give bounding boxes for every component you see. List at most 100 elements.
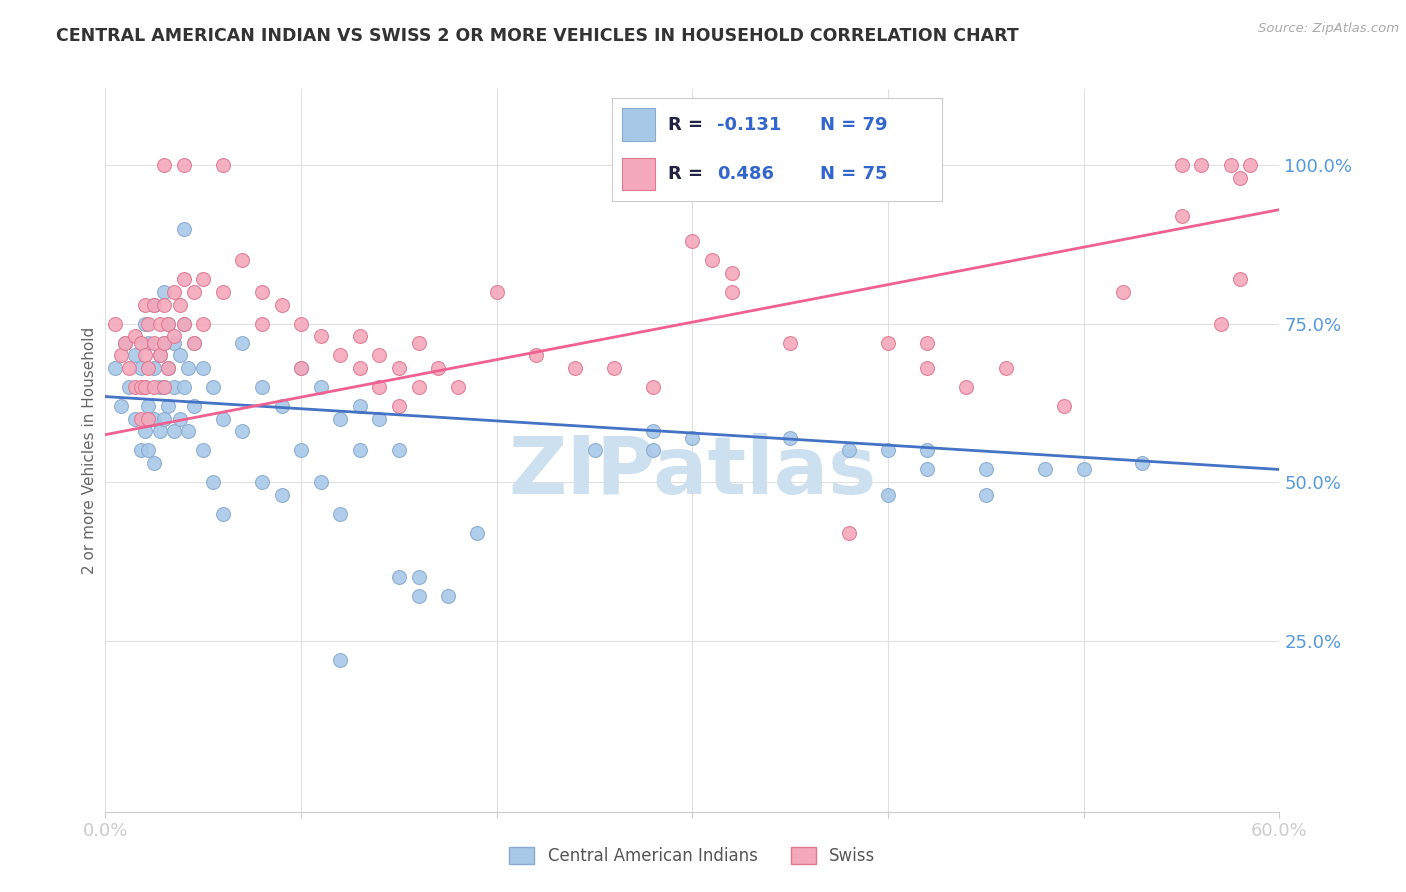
Point — [104, 361, 127, 376]
Point — [153, 298, 176, 312]
Point — [138, 335, 160, 350]
Point — [134, 380, 156, 394]
Point — [329, 348, 352, 362]
Point — [118, 361, 141, 376]
Point — [183, 335, 205, 350]
Point — [779, 335, 801, 350]
Point — [1132, 456, 1154, 470]
Point — [309, 329, 332, 343]
Point — [270, 399, 292, 413]
Point — [1189, 158, 1212, 172]
Point — [250, 475, 273, 490]
Point — [129, 335, 152, 350]
Point — [349, 329, 371, 343]
Point — [149, 348, 172, 362]
Point — [250, 285, 273, 299]
Point — [124, 411, 146, 425]
Point — [290, 443, 312, 458]
Point — [955, 380, 977, 394]
Point — [1239, 158, 1261, 172]
Point — [143, 411, 166, 425]
Point — [838, 525, 860, 540]
Point — [250, 317, 273, 331]
Point — [408, 335, 430, 350]
Point — [114, 335, 136, 350]
Point — [838, 443, 860, 458]
Text: N = 75: N = 75 — [820, 165, 887, 183]
Point — [143, 456, 166, 470]
Point — [974, 462, 997, 476]
Text: -0.131: -0.131 — [717, 116, 782, 134]
Point — [129, 380, 152, 394]
Point — [437, 589, 460, 603]
Point — [153, 380, 176, 394]
Point — [915, 361, 938, 376]
Point — [877, 335, 900, 350]
Point — [202, 475, 225, 490]
Point — [368, 348, 391, 362]
Point — [173, 221, 195, 235]
Point — [163, 285, 186, 299]
Point — [138, 411, 160, 425]
Point — [211, 158, 233, 172]
Point — [143, 361, 166, 376]
Point — [408, 380, 430, 394]
Point — [173, 272, 195, 286]
Point — [211, 285, 233, 299]
Bar — [621, 158, 655, 190]
Point — [329, 652, 352, 666]
Point — [143, 380, 166, 394]
Point — [138, 361, 160, 376]
Point — [129, 361, 152, 376]
Point — [202, 380, 225, 394]
Point — [309, 380, 332, 394]
Point — [173, 317, 195, 331]
Point — [720, 266, 742, 280]
Point — [329, 411, 352, 425]
Legend: Central American Indians, Swiss: Central American Indians, Swiss — [503, 840, 882, 872]
Point — [270, 298, 292, 312]
Point — [124, 329, 146, 343]
Point — [1073, 462, 1095, 476]
Point — [368, 411, 391, 425]
Point — [877, 443, 900, 458]
Text: R =: R = — [668, 165, 709, 183]
Point — [134, 348, 156, 362]
Text: Source: ZipAtlas.com: Source: ZipAtlas.com — [1258, 22, 1399, 36]
Point — [183, 285, 205, 299]
Point — [173, 380, 195, 394]
Point — [388, 443, 411, 458]
Point — [388, 361, 411, 376]
Point — [143, 335, 166, 350]
Point — [994, 361, 1017, 376]
Point — [465, 525, 488, 540]
Text: ZIPatlas: ZIPatlas — [509, 434, 876, 511]
Point — [1219, 158, 1241, 172]
Point — [124, 380, 146, 394]
Point — [153, 380, 176, 394]
Point — [153, 335, 176, 350]
Text: R =: R = — [668, 116, 709, 134]
Point — [1033, 462, 1056, 476]
Point — [169, 348, 191, 362]
Point — [643, 443, 665, 458]
Point — [309, 475, 332, 490]
Point — [163, 425, 186, 439]
Point — [368, 380, 391, 394]
Point — [176, 425, 198, 439]
Point — [153, 411, 176, 425]
Point — [408, 589, 430, 603]
Point — [163, 335, 186, 350]
Point — [1209, 317, 1232, 331]
Point — [211, 411, 233, 425]
Point — [157, 317, 180, 331]
Point — [169, 298, 191, 312]
Point — [163, 329, 186, 343]
Point — [134, 380, 156, 394]
Point — [915, 462, 938, 476]
Point — [290, 361, 312, 376]
Point — [157, 399, 180, 413]
Point — [231, 425, 253, 439]
Point — [1170, 209, 1192, 223]
Point — [153, 285, 176, 299]
